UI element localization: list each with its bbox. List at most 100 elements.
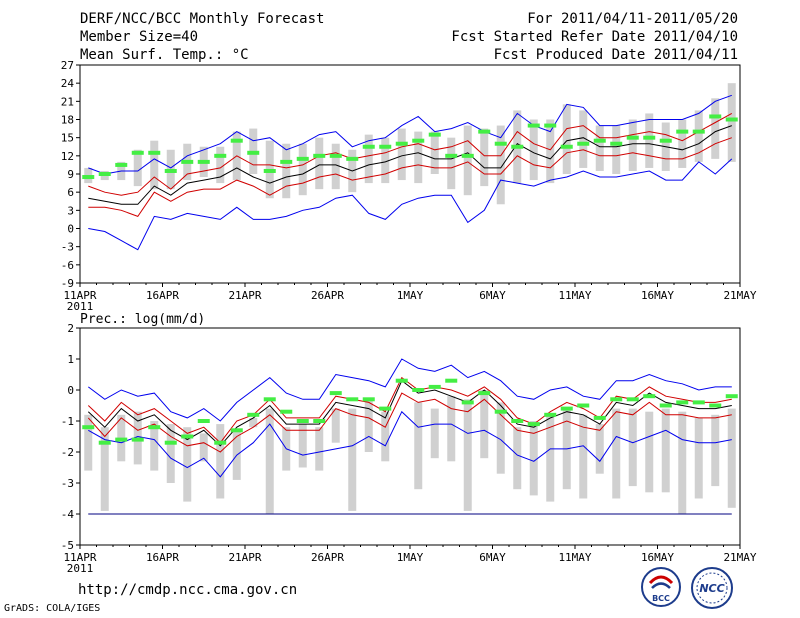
source-url[interactable]: http://cmdp.ncc.cma.gov.cn [78,582,298,598]
panel1-x-tick-label: 21MAY [723,289,756,302]
panel2-obs-marker [610,397,623,402]
panel1-y-tick-label: 18 [61,114,74,127]
panel1-spread-box [612,125,621,174]
panel1-obs-marker [412,138,425,143]
panel2-spread-box [150,421,159,471]
panel2-obs-marker [527,422,540,427]
panel2-spread-box [579,414,588,499]
panel1-y-tick-label: 9 [67,168,74,181]
panel1-spread-box [282,143,291,199]
panel1-obs-marker [511,144,524,149]
panel1-y-tick-label: 24 [61,77,75,90]
panel2-obs-marker [577,403,590,408]
panel2-obs-marker [725,394,738,399]
panel2-title: Prec.: log(mm/d) [80,312,205,327]
panel2-spread-box [513,427,522,490]
variable-label: Mean Surf. Temp.: °C [80,47,249,63]
panel2-x-year-label: 2011 [67,562,94,575]
panel2-obs-marker [461,400,474,405]
panel2-obs-marker [131,437,144,442]
panel2-x-tick-label: 21APR [228,551,261,564]
panel1-obs-marker [478,129,491,134]
panel2-obs-marker [544,412,557,417]
panel2-obs-marker [445,378,458,383]
panel1-obs-marker [445,153,458,158]
panel1-spread-box [414,131,423,184]
panel2-obs-marker [412,388,425,392]
panel2-upper-line [87,376,732,444]
panel1-obs-marker [164,168,177,173]
grads-credit: GrADS: COLA/IGES [4,603,101,614]
panel1-obs-marker [98,172,111,176]
panel2-frame [79,327,741,546]
panel1-lower-line [88,137,732,218]
panel1-obs-marker [115,162,128,167]
panel2-max-line [87,358,732,422]
panel2-x-tick-label: 21MAY [723,551,756,564]
panel2-spread-box [678,411,687,514]
panel1-obs-marker [247,150,260,155]
panel1-obs-marker [626,135,639,140]
panel2-obs-marker [181,434,194,439]
panel1-spread-box [496,125,505,205]
panel2-obs-marker [329,391,342,396]
panel2-spread-box [529,421,538,496]
panel1-obs-marker [560,144,573,149]
panel2-spread-box [364,399,373,452]
panel1-obs-marker [593,138,606,143]
panel1-obs-marker [577,141,590,146]
panel2-spread-box [711,414,720,487]
panel2-y-tick-label: -3 [61,477,74,490]
panel1-spread-box [694,110,703,162]
panel1-obs-marker [527,123,540,128]
panel1-obs-marker [428,132,441,137]
panel2-y-tick-label: -2 [61,446,74,459]
panel2-y-tick-label: 2 [67,322,74,335]
panel1-obs-marker [181,159,194,164]
panel2-obs-marker [263,397,276,402]
panel1-frame [79,64,741,284]
panel1-spread-box [711,98,720,159]
panel2-obs-marker [379,406,392,411]
panel2-obs-marker [643,394,656,399]
panel2-spread-box [166,424,175,483]
panel1-spread-box [645,113,654,168]
panel1-spread-box [529,119,538,181]
panel2-x-tick-label: 6MAY [479,551,506,564]
panel1-spread-box [727,83,736,162]
panel1-spread-box [298,143,307,196]
panel1-x-tick-label: 26APR [311,289,344,302]
panel2-obs-marker [148,425,161,430]
panel1-max-line [88,94,732,175]
panel2-spread-box [348,408,357,511]
panel2-spread-box [100,427,109,511]
panel1-spread-box [331,143,340,190]
panel1-mean-line [88,125,732,205]
panel2-spread-box [645,411,654,493]
panel1-x-tick-label: 16MAY [641,289,674,302]
panel2-obs-marker [362,397,375,402]
panel1-y-tick-label: 12 [61,150,74,163]
panel2-spread-box [414,402,423,490]
panel2-obs-marker [115,437,128,442]
panel2-spread-box [331,408,340,443]
panel1-spread-box [133,149,142,187]
panel2-x-tick-label: 11MAY [558,551,591,564]
panel2-spread-box [727,408,736,508]
panel1-y-tick-label: 6 [67,186,74,199]
panel2-obs-marker [164,440,177,445]
panel2-spread-box [628,408,637,487]
panel1-obs-marker [148,150,161,155]
panel2-x-tick-label: 16MAY [641,551,674,564]
panel2-x-tick-label: 11APR [63,551,96,564]
panel1-obs-marker [725,117,738,122]
panel1-spread-box [480,128,489,187]
panel2-obs-marker [494,409,507,414]
panel1-spread-box [364,134,373,184]
panel2-x-tick-label: 16APR [146,551,179,564]
panel1-spread-box [463,125,472,196]
panel1-spread-box [678,119,687,168]
panel1-obs-marker [214,153,227,158]
panel1-y-tick-label: -6 [61,259,74,272]
ncc-logo: NCC [691,567,733,609]
